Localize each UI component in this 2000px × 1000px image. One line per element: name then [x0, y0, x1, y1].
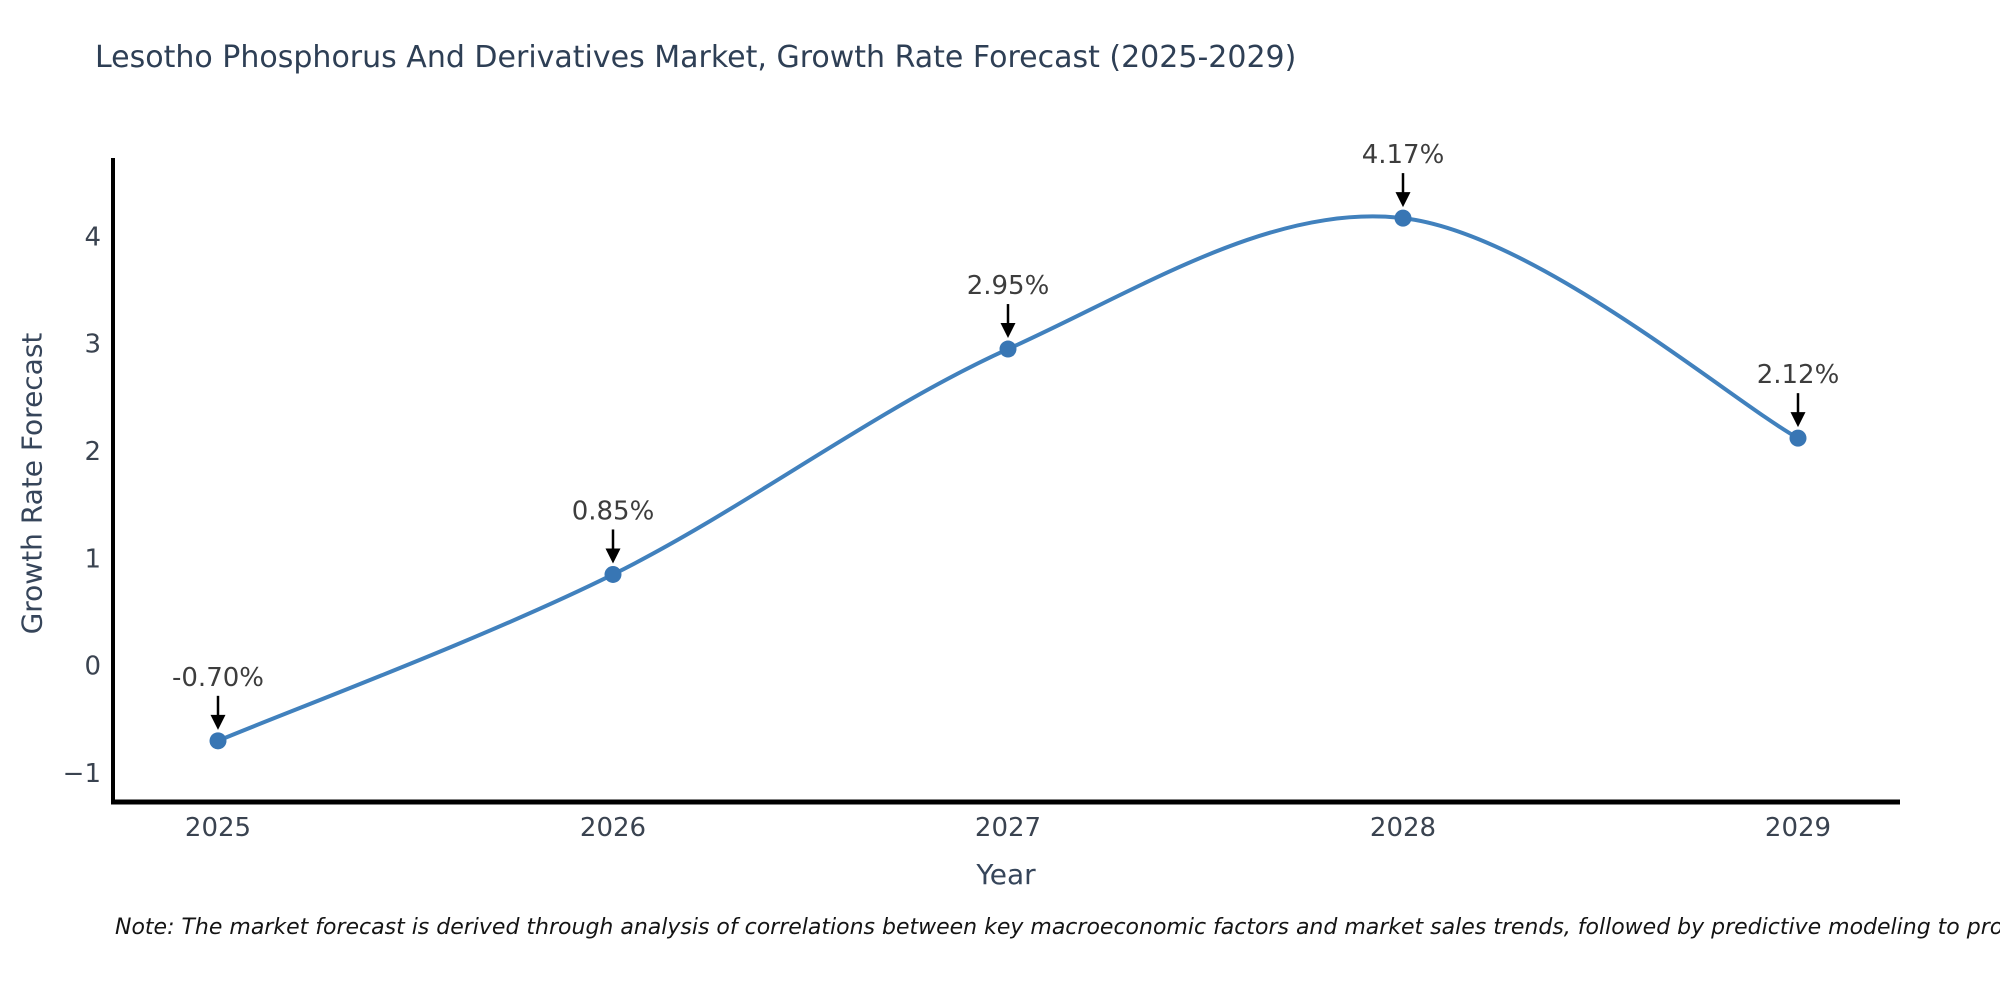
y-tick-label: 2 [84, 437, 101, 467]
annotation-label: -0.70% [172, 663, 264, 693]
y-tick-label: 3 [84, 330, 101, 360]
annotation-arrow-head [1395, 192, 1411, 208]
footnote: Note: The market forecast is derived thr… [115, 915, 2000, 940]
annotation-arrow-head [605, 548, 621, 564]
data-point-marker [209, 732, 227, 750]
y-tick-label: 4 [84, 222, 101, 252]
y-tick-label: 0 [84, 652, 101, 682]
y-tick-label: 1 [84, 544, 101, 574]
annotation-label: 0.85% [572, 496, 655, 526]
chart-title: Lesotho Phosphorus And Derivatives Marke… [95, 40, 1297, 75]
x-tick-label: 2029 [1765, 813, 1831, 843]
annotation-arrow-head [1790, 412, 1806, 428]
y-tick-label: −1 [63, 759, 101, 789]
data-point-marker [604, 565, 622, 583]
annotation-arrow-head [1000, 323, 1016, 339]
annotation-arrow-head [210, 714, 226, 730]
data-point-marker [999, 340, 1017, 358]
annotation-label: 4.17% [1362, 140, 1445, 170]
x-tick-label: 2028 [1370, 813, 1436, 843]
x-tick-label: 2026 [580, 813, 646, 843]
annotation-label: 2.95% [967, 271, 1050, 301]
annotation-label: 2.12% [1757, 360, 1840, 390]
x-axis-label: Year [976, 858, 1036, 891]
y-axis-label: Growth Rate Forecast [15, 332, 49, 635]
data-point-marker [1789, 429, 1807, 447]
x-tick-label: 2027 [975, 813, 1041, 843]
x-tick-label: 2025 [185, 813, 251, 843]
data-point-marker [1394, 209, 1412, 227]
